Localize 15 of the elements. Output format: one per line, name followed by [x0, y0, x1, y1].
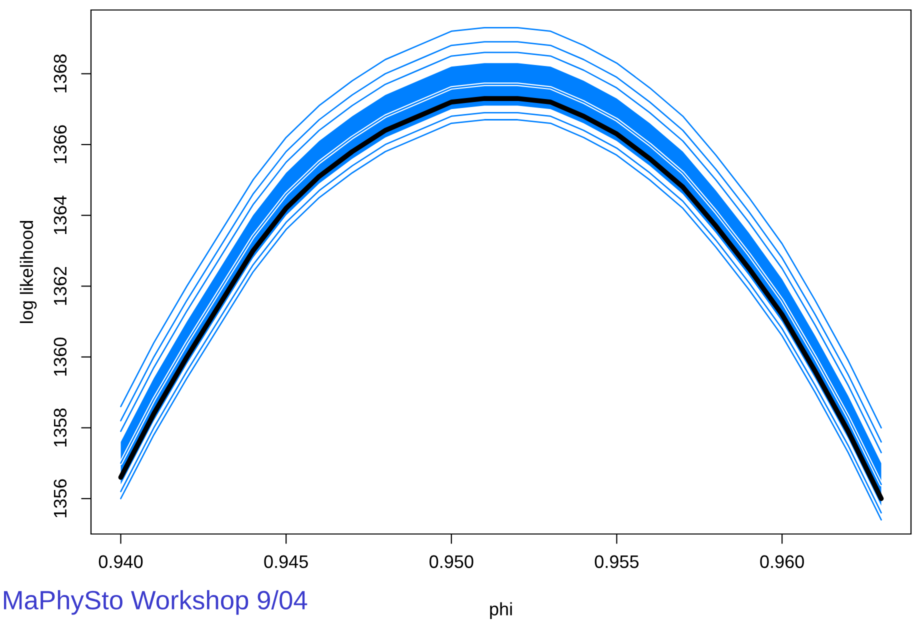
x-axis-title: phi	[490, 602, 512, 620]
y-tick-label: 1358	[54, 408, 67, 446]
x-tick-label: 0.950	[430, 555, 474, 568]
text: MaPhySto Workshop 9/04	[4, 590, 308, 615]
x-tick-label: 0.945	[264, 555, 308, 568]
x-tick-label: 0.955	[594, 555, 639, 568]
y-tick-label: 1366	[54, 125, 67, 164]
y-tick-label: 1362	[54, 266, 67, 305]
y-tick-label: 1368	[54, 54, 67, 92]
y-axis-title: log likelihood	[20, 220, 37, 323]
x-tick-label: 0.940	[98, 555, 143, 568]
y-tick-label: 1356	[54, 479, 67, 518]
x-tick-label: 0.960	[760, 555, 804, 568]
y-tick-label: 1360	[54, 338, 67, 376]
y-tick-label: 1364	[54, 196, 67, 234]
